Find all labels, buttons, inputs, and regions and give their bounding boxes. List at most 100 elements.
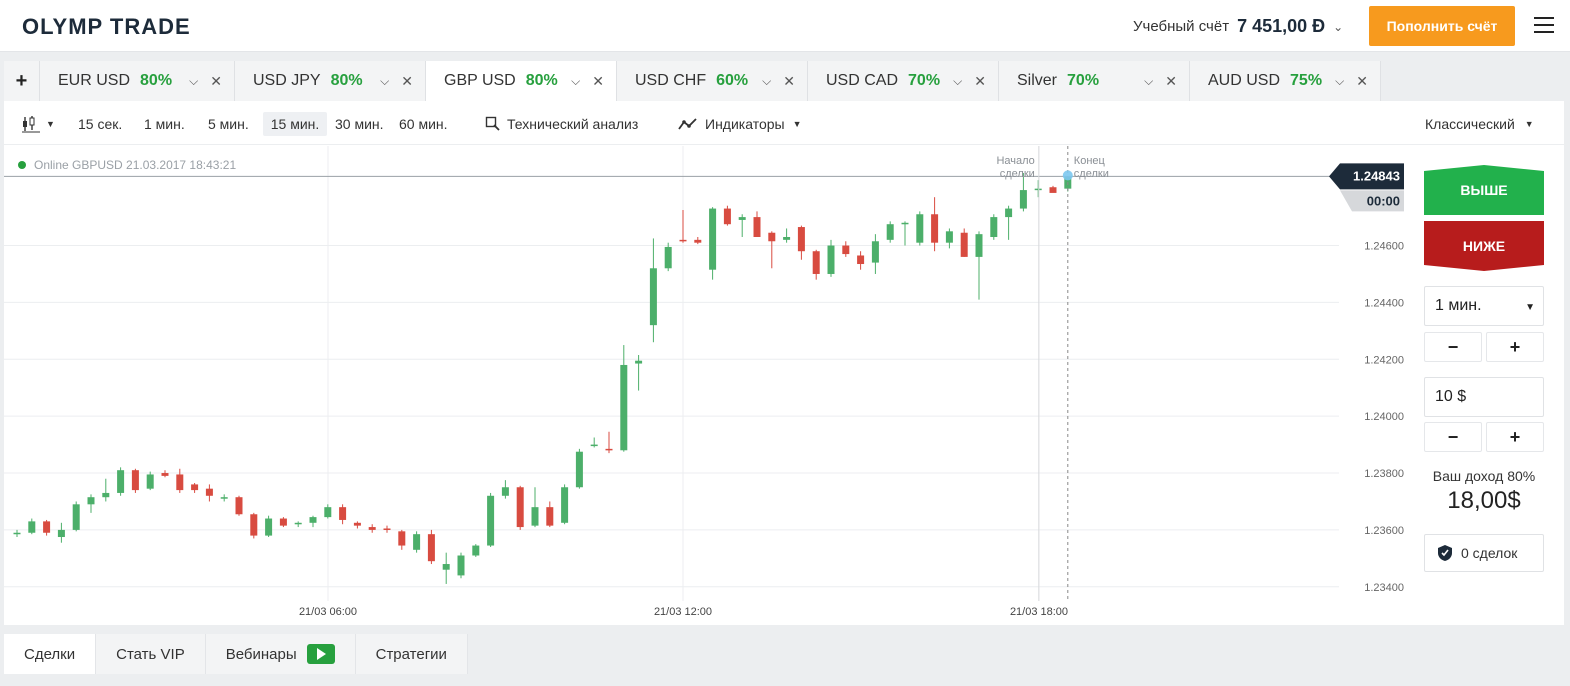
candle	[812, 251, 820, 274]
close-icon[interactable]: ✕	[1165, 72, 1177, 89]
candle	[102, 492, 110, 498]
close-icon[interactable]: ✕	[210, 72, 222, 89]
y-tick-label: 1.23600	[1364, 525, 1404, 537]
amount-input[interactable]: 10 $	[1424, 377, 1544, 417]
candle	[117, 470, 125, 493]
chevron-down-icon[interactable]: ⌵	[189, 73, 199, 88]
candle	[546, 507, 554, 526]
asset-name: GBP USD	[444, 72, 516, 89]
chart-style-label: Классический	[1425, 116, 1515, 132]
close-icon[interactable]: ✕	[401, 72, 413, 89]
asset-tab-active[interactable]: GBP USD 80% ⌵ ✕	[426, 61, 617, 101]
x-tick-label: 21/03 12:00	[654, 606, 712, 618]
higher-button[interactable]: ВЫШЕ	[1424, 165, 1544, 215]
candle	[442, 564, 450, 570]
timeframe-30m[interactable]: 30 мин.	[335, 116, 384, 132]
amount-value: 10 $	[1435, 388, 1467, 405]
duration-plus-button[interactable]: +	[1486, 332, 1544, 362]
asset-tab[interactable]: Silver 70% ⌵ ✕	[999, 61, 1190, 101]
amount-stepper: − +	[1424, 422, 1544, 452]
close-icon[interactable]: ✕	[783, 72, 795, 89]
asset-tab[interactable]: AUD USD 75% ⌵ ✕	[1190, 61, 1381, 101]
tab-deals[interactable]: Сделки	[4, 634, 97, 674]
candle	[383, 528, 391, 530]
duration-minus-button[interactable]: −	[1424, 332, 1482, 362]
asset-payout: 80%	[140, 72, 173, 89]
asset-tab[interactable]: USD CHF 60% ⌵ ✕	[617, 61, 808, 101]
indicators-button[interactable]: Индикаторы ▼	[672, 112, 808, 136]
technical-analysis-button[interactable]: Технический анализ	[479, 112, 644, 136]
tab-strategies[interactable]: Стратегии	[355, 634, 468, 674]
caret-down-icon: ▼	[1525, 302, 1535, 313]
chevron-down-icon[interactable]: ⌵	[1144, 73, 1154, 88]
timeframe-60m[interactable]: 60 мин.	[399, 116, 448, 132]
deal-end-label: сделки	[1074, 168, 1109, 180]
duration-stepper: − +	[1424, 332, 1544, 362]
candle	[738, 217, 746, 220]
account-selector[interactable]: Учебный счёт 7 451,00 Đ ⌄	[1133, 16, 1343, 37]
asset-payout: 60%	[716, 72, 749, 89]
menu-icon[interactable]	[1534, 17, 1554, 33]
asset-name: USD JPY	[253, 72, 321, 89]
chevron-down-icon[interactable]: ⌵	[571, 73, 581, 88]
tab-webinars[interactable]: Вебинары	[205, 634, 356, 674]
chart-type-selector[interactable]: ▼	[14, 112, 61, 136]
asset-tab[interactable]: USD CAD 70% ⌵ ✕	[808, 61, 999, 101]
candle	[146, 474, 154, 489]
amount-minus-button[interactable]: −	[1424, 422, 1482, 452]
tab-webinars-label: Вебинары	[225, 645, 297, 663]
candle	[279, 518, 287, 526]
asset-name: Silver	[1017, 72, 1058, 89]
y-tick-label: 1.24600	[1364, 241, 1404, 253]
asset-tabs: + EUR USD 80% ⌵ ✕ USD JPY 80% ⌵ ✕ GBP US…	[4, 61, 1381, 101]
close-icon[interactable]: ✕	[1356, 72, 1368, 89]
close-icon[interactable]: ✕	[592, 72, 604, 89]
countdown-badge	[1340, 190, 1404, 212]
chart-canvas[interactable]: 1.24600 1.24400 1.24200 1.24000 1.23800 1.236…	[4, 146, 1414, 625]
candle	[250, 514, 258, 536]
account-balance: 7 451,00 Đ	[1237, 16, 1326, 36]
timeframe-15s[interactable]: 15 сек.	[78, 116, 123, 132]
amount-plus-button[interactable]: +	[1486, 422, 1544, 452]
lower-button[interactable]: НИЖЕ	[1424, 221, 1544, 271]
y-tick-label: 1.23400	[1364, 582, 1404, 594]
account-label: Учебный счёт	[1133, 18, 1230, 35]
current-price-label: 1.24843	[1353, 168, 1400, 183]
chevron-down-icon[interactable]: ⌵	[953, 73, 963, 88]
tab-vip[interactable]: Стать VIP	[96, 634, 206, 674]
candle	[309, 517, 317, 523]
timeframe-15m[interactable]: 15 мин.	[263, 112, 327, 136]
asset-payout: 70%	[1067, 72, 1100, 89]
candle	[590, 444, 598, 447]
asset-tab[interactable]: EUR USD 80% ⌵ ✕	[40, 61, 235, 101]
asset-name: USD CAD	[826, 72, 899, 89]
candle	[43, 521, 51, 533]
chart-style-selector[interactable]: Классический ▼	[1419, 112, 1540, 136]
candle	[605, 448, 613, 451]
open-trades-button[interactable]: 0 сделок	[1424, 534, 1544, 572]
candle	[931, 214, 939, 243]
add-asset-button[interactable]: +	[4, 61, 40, 101]
candle	[575, 451, 583, 488]
logo[interactable]: OLYMP TRADE	[22, 14, 191, 39]
online-status-text: Online GBPUSD 21.03.2017 18:43:21	[34, 158, 237, 172]
tab-vip-label: Стать VIP	[116, 645, 185, 663]
close-icon[interactable]: ✕	[974, 72, 986, 89]
y-tick-label: 1.24000	[1364, 411, 1404, 423]
candle	[220, 497, 228, 499]
chevron-down-icon[interactable]: ⌵	[380, 73, 390, 88]
deal-end-label: Конец	[1074, 155, 1106, 167]
timeframe-5m[interactable]: 5 мин.	[208, 116, 249, 132]
candle	[857, 255, 865, 265]
asset-tab[interactable]: USD JPY 80% ⌵ ✕	[235, 61, 426, 101]
candle	[472, 545, 480, 556]
chevron-down-icon[interactable]: ⌵	[1335, 73, 1345, 88]
timeframe-1m[interactable]: 1 мин.	[144, 116, 185, 132]
deposit-button[interactable]: Пополнить счёт	[1369, 6, 1515, 46]
duration-select[interactable]: 1 мин. ▼	[1424, 286, 1544, 326]
chevron-down-icon[interactable]: ⌵	[762, 73, 772, 88]
online-status: Online GBPUSD 21.03.2017 18:43:21	[18, 158, 236, 172]
candle	[368, 527, 376, 530]
candle	[1049, 187, 1057, 193]
price-chart[interactable]: 1.24600 1.24400 1.24200 1.24000 1.23800 1.236…	[4, 146, 1414, 625]
